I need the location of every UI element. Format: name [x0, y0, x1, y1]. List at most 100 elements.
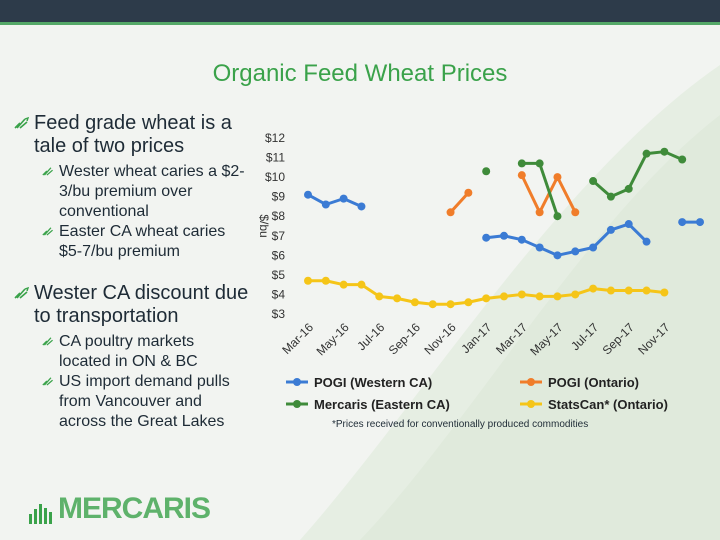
- data-point-1: [464, 188, 473, 197]
- seedling-icon: [42, 337, 53, 346]
- bullet-text: Wester CA discount due to transportation: [34, 282, 249, 327]
- x-tick-label: Jul-17: [568, 320, 601, 353]
- y-tick-label: $8: [272, 209, 286, 223]
- data-point-0: [482, 233, 491, 242]
- data-point-0: [553, 251, 562, 260]
- x-tick-label: Nov-16: [421, 320, 458, 357]
- data-point-3: [321, 276, 330, 285]
- data-point-3: [339, 280, 348, 289]
- data-point-3: [393, 294, 402, 303]
- data-point-3: [357, 280, 366, 289]
- data-point-2: [624, 184, 633, 193]
- sub-bullet-item: US import demand pulls from Vancouver an…: [28, 372, 250, 432]
- data-point-3: [304, 276, 312, 285]
- data-point-2: [517, 159, 526, 168]
- seedling-icon: [42, 167, 53, 176]
- sub-bullet-item: Easter CA wheat caries $5-7/bu premium: [28, 222, 250, 262]
- x-tick-label: Jan-17: [458, 320, 494, 356]
- x-tick-label: Jul-16: [354, 320, 387, 353]
- data-point-0: [606, 225, 615, 234]
- y-tick-label: $12: [265, 131, 285, 145]
- sub-bullet-text: Easter CA wheat caries $5-7/bu premium: [59, 223, 226, 260]
- legend-marker-0: [293, 378, 301, 386]
- data-point-0: [357, 202, 366, 211]
- logo-wordmark: MERCARIS: [58, 492, 211, 525]
- y-tick-label: $5: [272, 268, 286, 282]
- top-bar: [0, 0, 720, 22]
- data-point-1: [571, 208, 580, 217]
- series-line-1: [449, 191, 470, 214]
- seedling-icon: [42, 227, 53, 236]
- series-line-0: [486, 222, 648, 257]
- legend-marker-1: [527, 378, 535, 386]
- legend-label-3: StatsCan* (Ontario): [548, 397, 668, 412]
- top-accent-line: [0, 22, 720, 25]
- data-point-0: [500, 231, 508, 240]
- y-tick-label: $11: [266, 151, 285, 165]
- data-point-3: [553, 292, 562, 301]
- data-point-2: [482, 167, 491, 176]
- series-line-2: [592, 150, 683, 199]
- series-line-0: [307, 193, 363, 208]
- x-tick-label: May-17: [527, 320, 565, 358]
- data-point-3: [410, 298, 419, 307]
- data-point-1: [446, 208, 455, 217]
- data-point-3: [660, 288, 669, 297]
- series-line-1: [520, 174, 577, 214]
- data-point-1: [553, 173, 562, 182]
- data-point-3: [571, 290, 580, 299]
- sub-bullet-text: US import demand pulls from Vancouver an…: [59, 373, 230, 430]
- sub-bullet-text: Wester wheat caries a $2-3/bu premium ov…: [59, 163, 245, 220]
- data-point-3: [482, 294, 491, 303]
- y-tick-label: $7: [272, 229, 286, 243]
- data-point-0: [339, 194, 348, 203]
- data-point-0: [517, 235, 526, 244]
- bullet-item: Feed grade wheat is a tale of two prices: [14, 112, 250, 158]
- data-point-2: [678, 155, 687, 164]
- data-point-1: [535, 208, 544, 217]
- footnote: *Prices received for conventionally prod…: [332, 419, 589, 430]
- x-tick-label: Nov-17: [635, 320, 672, 357]
- data-point-0: [696, 218, 704, 227]
- y-axis-label: $/bu: [257, 214, 271, 237]
- bullet-text: Feed grade wheat is a tale of two prices: [34, 112, 232, 157]
- sub-bullet-item: Wester wheat caries a $2-3/bu premium ov…: [28, 162, 250, 222]
- legend-label-0: POGI (Western CA): [314, 375, 432, 390]
- y-tick-label: $4: [272, 287, 286, 301]
- legend-label-2: Mercaris (Eastern CA): [314, 397, 450, 412]
- mercaris-logo: MERCARIS: [28, 490, 211, 526]
- data-point-3: [446, 300, 455, 309]
- data-point-0: [304, 190, 312, 199]
- data-point-3: [428, 300, 437, 309]
- y-tick-label: $9: [272, 190, 286, 204]
- x-tick-label: Mar-17: [493, 320, 530, 357]
- data-point-2: [606, 192, 615, 201]
- data-point-2: [553, 212, 562, 221]
- data-point-3: [606, 286, 615, 295]
- seedling-icon: [14, 286, 30, 299]
- data-point-0: [571, 247, 580, 256]
- legend-label-1: POGI (Ontario): [548, 375, 639, 390]
- bullet-item: Wester CA discount due to transportation: [14, 282, 250, 328]
- y-tick-label: $10: [265, 170, 285, 184]
- seedling-icon: [42, 377, 53, 386]
- data-point-0: [678, 218, 687, 227]
- sub-bullet-text: CA poultry markets located in ON & BC: [59, 333, 198, 370]
- data-point-2: [660, 147, 669, 156]
- x-tick-label: Mar-16: [279, 320, 316, 357]
- data-point-0: [589, 243, 598, 252]
- y-tick-label: $3: [272, 307, 286, 321]
- logo-bars-icon: [29, 504, 52, 524]
- data-point-3: [642, 286, 651, 295]
- data-point-3: [589, 284, 598, 293]
- data-point-3: [375, 292, 384, 301]
- data-point-2: [535, 159, 544, 168]
- data-point-1: [517, 171, 526, 180]
- data-point-3: [624, 286, 633, 295]
- data-point-0: [535, 243, 544, 252]
- data-point-3: [517, 290, 526, 299]
- data-point-0: [624, 220, 633, 229]
- legend-marker-2: [293, 400, 301, 408]
- data-point-3: [464, 298, 473, 307]
